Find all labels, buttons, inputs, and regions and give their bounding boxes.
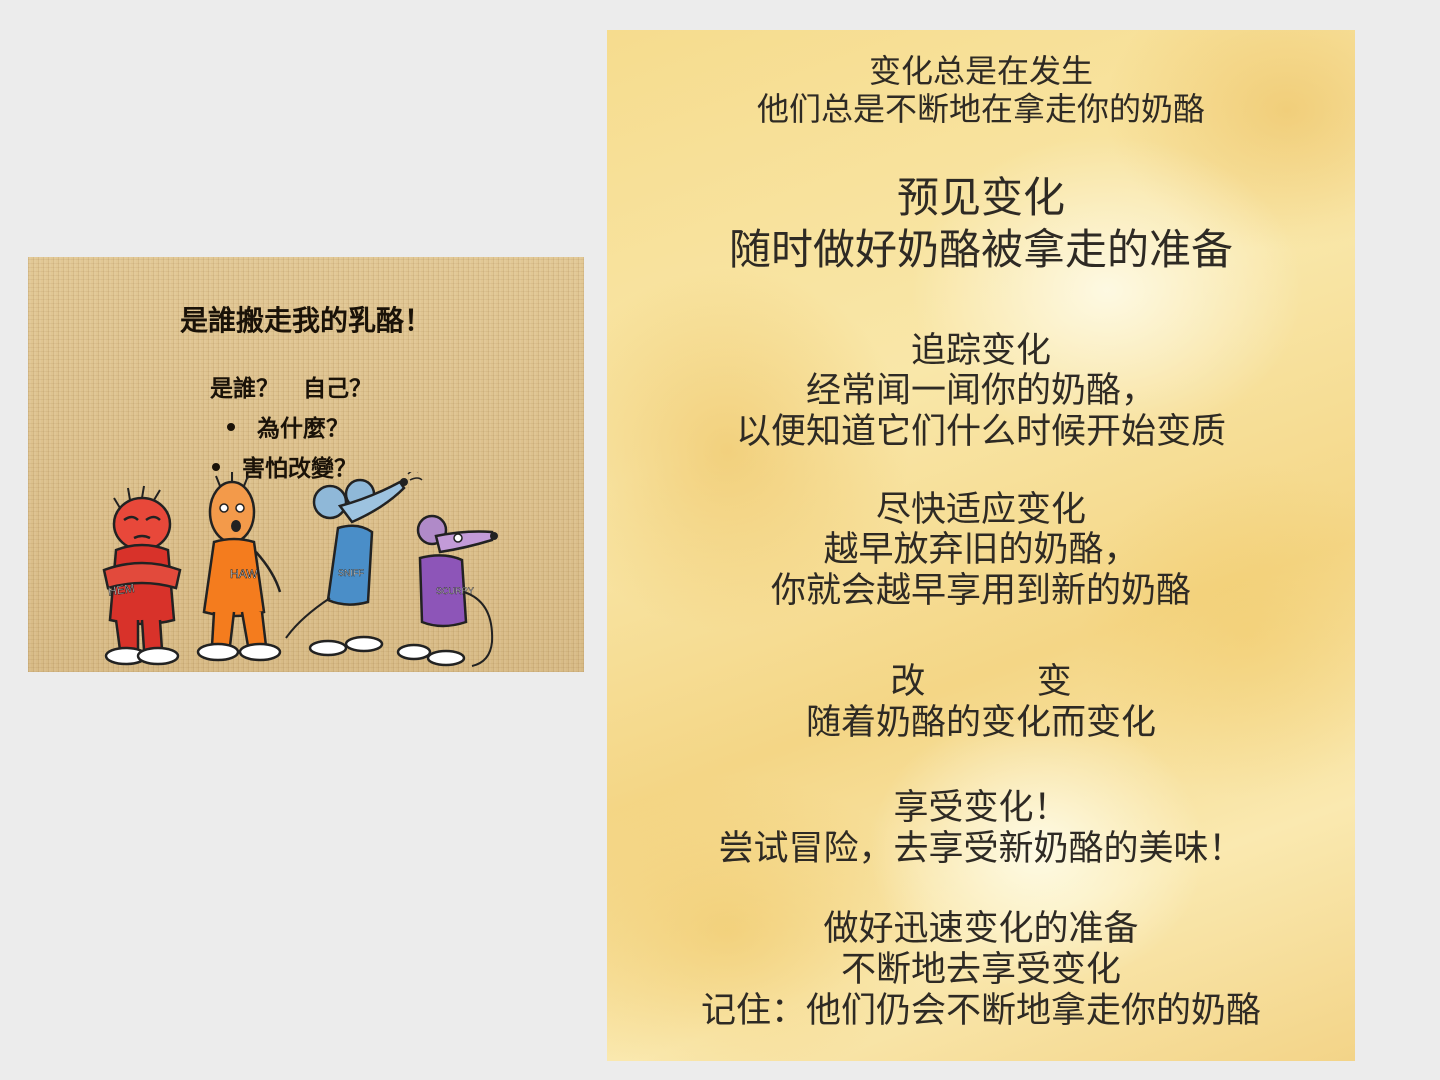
right-slide-line: 变化总是在发生 bbox=[868, 52, 1093, 90]
cartoon-characters-illustration: HEM HAW SNIFF bbox=[102, 472, 498, 667]
right-slide-line: 以便知道它们什么时候开始变质 bbox=[735, 412, 1226, 452]
right-slide-line: 做好迅速变化的准备 bbox=[823, 909, 1139, 949]
bullet-text: 為什麼？ bbox=[257, 416, 349, 442]
right-slide-line: 经常闻一闻你的奶酪， bbox=[805, 371, 1156, 411]
right-slide: 变化总是在发生 他们总是不断地在拿走你的奶酪 预见变化 随时做好奶酪被拿走的准备… bbox=[607, 30, 1355, 1061]
hem-shirt-label: HEM bbox=[107, 581, 135, 599]
sniff-shirt-label: SNIFF bbox=[338, 568, 365, 578]
right-slide-line: 不断地去享受变化 bbox=[840, 950, 1121, 990]
scurry-character: SCURRY bbox=[396, 514, 498, 667]
right-slide-heading: 随时做好奶酪被拿走的准备 bbox=[728, 225, 1233, 274]
bullet-text: 害怕改變？ bbox=[242, 456, 357, 482]
right-slide-heading: 预见变化 bbox=[896, 173, 1065, 222]
sniff-character: SNIFF bbox=[285, 472, 423, 657]
haw-character: HAW bbox=[196, 472, 282, 662]
right-slide-line: 越早放弃旧的奶酪， bbox=[823, 530, 1139, 570]
hem-character: HEM bbox=[102, 485, 182, 666]
haw-shirt-label: HAW bbox=[230, 567, 258, 581]
right-slide-line: 你就会越早享用到新的奶酪 bbox=[770, 571, 1191, 611]
right-slide-line: 尽快适应变化 bbox=[875, 490, 1086, 530]
bullet-dot-icon bbox=[227, 422, 235, 431]
left-slide: 是誰搬走我的乳酪！ 是誰？ 自己？ 為什麼？ 害怕改變？ HEM HAW bbox=[28, 257, 584, 672]
right-slide-line: 他们总是不断地在拿走你的奶酪 bbox=[756, 90, 1205, 128]
bullet-dot-icon bbox=[212, 462, 220, 471]
right-slide-line: 追踪变化 bbox=[910, 331, 1051, 371]
left-slide-bullet: 為什麼？ bbox=[227, 409, 349, 443]
left-slide-who-line: 是誰？ 自己？ bbox=[210, 376, 373, 402]
left-slide-title: 是誰搬走我的乳酪！ bbox=[179, 304, 432, 337]
right-slide-line: 记住：他们仍会不断地拿走你的奶酪 bbox=[700, 991, 1261, 1031]
right-slide-line: 尝试冒险，去享受新奶酪的美味！ bbox=[718, 829, 1244, 869]
right-slide-line: 改 变 bbox=[890, 662, 1072, 702]
right-slide-line: 随着奶酪的变化而变化 bbox=[805, 703, 1156, 743]
scurry-shirt-label: SCURRY bbox=[436, 586, 474, 596]
left-slide-bullet: 害怕改變？ bbox=[212, 449, 357, 483]
right-slide-line: 享受变化！ bbox=[893, 788, 1069, 828]
